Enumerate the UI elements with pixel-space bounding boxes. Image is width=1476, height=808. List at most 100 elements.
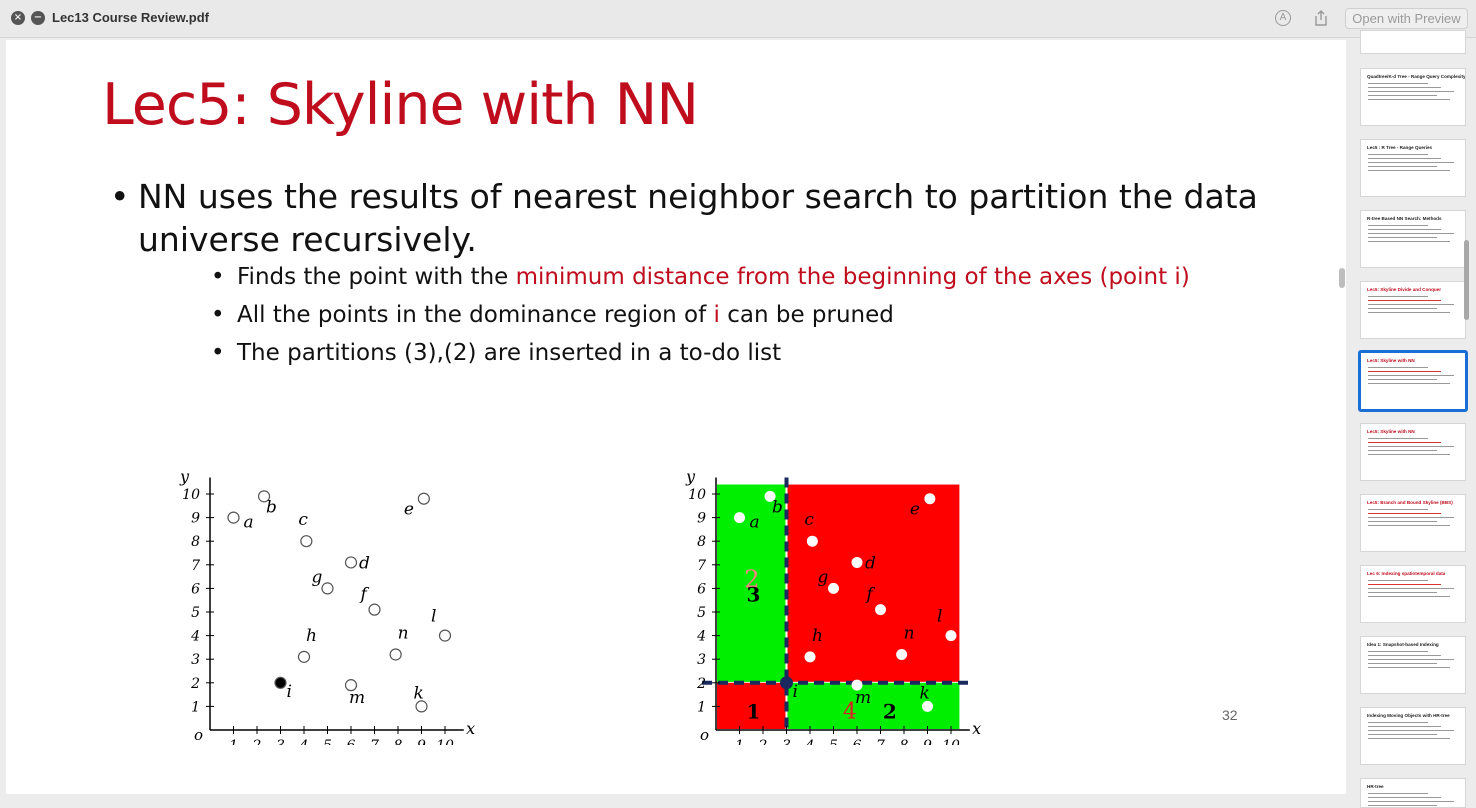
point-label-f: f (359, 585, 370, 605)
y-tick-label: 5 (191, 605, 200, 621)
y-tick-label: 1 (697, 699, 706, 715)
y-tick-label: 5 (697, 605, 706, 621)
sub-bullet-1: • Finds the point with the minimum distan… (211, 264, 1190, 290)
thumbnail-text-line (1368, 651, 1428, 652)
thumbnail-text-line (1368, 584, 1441, 585)
sidebar-scrollbar[interactable] (1464, 240, 1469, 320)
thumbnail-text-line (1368, 154, 1428, 155)
thumbnail-text-line (1368, 367, 1428, 368)
sidebar-resize-handle[interactable] (1339, 268, 1345, 288)
thumbnail-page[interactable]: Lec 6: Indexing spatiotemporal data (1360, 565, 1466, 623)
y-tick-label: 10 (688, 487, 706, 503)
thumbnail-page[interactable]: Lec5: Skyline with NN (1360, 423, 1466, 481)
point-label-d: d (865, 553, 876, 573)
thumbnail-text-line (1368, 296, 1428, 297)
origin-label: o (700, 726, 709, 744)
y-tick-label: 2 (190, 676, 200, 692)
thumbnail-text-line (1368, 371, 1441, 372)
slide-page: Lec5: Skyline with NN • NN uses the resu… (6, 40, 1346, 794)
thumbnail-page[interactable]: Quadtree/K-d Tree - Range Query Complexi… (1360, 68, 1466, 126)
point-label-a: a (244, 513, 254, 533)
thumbnail-text-line (1368, 237, 1437, 238)
data-point-e (417, 492, 430, 505)
point-label-k: k (414, 683, 424, 703)
thumbnail-text-line (1368, 734, 1437, 735)
data-point-h (297, 650, 311, 663)
thumbnail-text-line (1368, 521, 1437, 522)
thumbnail-title: Lec5: Branch and Bound Skyline (BBS) (1367, 500, 1453, 505)
thumbnail-text-line (1368, 722, 1428, 723)
thumbnail-text-line (1368, 308, 1437, 309)
y-tick-label: 2 (696, 676, 706, 692)
thumbnail-partial-top[interactable] (1360, 30, 1466, 54)
close-window-button[interactable]: × (11, 11, 25, 25)
share-icon[interactable] (1313, 9, 1329, 27)
point-label-l: l (431, 607, 436, 627)
thumbnail-text-line (1368, 805, 1437, 806)
origin-label: o (194, 726, 203, 744)
x-tick-label: 8 (900, 738, 909, 745)
thumbnail-text-line (1368, 513, 1441, 514)
data-point-k (415, 700, 428, 713)
thumbnail-page[interactable]: HR-tree (1360, 778, 1466, 808)
point-label-l: l (937, 607, 942, 627)
thumbnail-text-line (1368, 801, 1454, 802)
thumbnail-text-line (1368, 99, 1450, 100)
thumbnail-title: HR-tree (1367, 784, 1384, 789)
x-tick-label: 6 (347, 738, 356, 745)
thumbnail-page[interactable]: Idea 1: Snapshot-based Indexing (1360, 636, 1466, 694)
point-label-g: g (818, 567, 829, 587)
markup-icon[interactable]: A (1275, 10, 1291, 26)
document-title: Lec13 Course Review.pdf (52, 10, 210, 25)
thumbnail-page[interactable]: Lec5 : R Tree - Range Queries (1360, 139, 1466, 197)
thumbnail-text-line (1368, 454, 1450, 455)
scatter-chart-partitioned: xyo1234567891012345678910abcdegfhnlimk12… (685, 467, 981, 745)
data-point-l (438, 629, 452, 642)
open-with-preview-button[interactable]: Open with Preview (1345, 8, 1468, 29)
y-tick-label: 8 (191, 534, 200, 550)
thumbnail-page[interactable]: Lec5: Skyline with NN (1358, 350, 1468, 412)
thumbnail-title: R-tree Based NN Search: Methods (1367, 216, 1442, 221)
x-tick-label: 5 (323, 738, 332, 745)
thumbnail-text-line (1368, 233, 1454, 234)
thumbnail-text-line (1368, 225, 1428, 226)
thumbnail-sidebar[interactable]: Quadtree/K-d Tree - Range Query Complexi… (1348, 30, 1476, 808)
thumbnail-text-line (1368, 663, 1437, 664)
bullet-dot: • (110, 177, 130, 216)
sub-bullet-3: • The partitions (3),(2) are inserted in … (211, 340, 782, 366)
x-tick-label: 5 (829, 738, 838, 745)
x-tick-label: 3 (782, 738, 791, 745)
point-label-b: b (772, 497, 783, 517)
thumbnail-text-line (1368, 158, 1441, 159)
point-label-b: b (266, 497, 277, 517)
thumbnail-page[interactable]: Lec5: Branch and Bound Skyline (BBS) (1360, 494, 1466, 552)
thumbnail-title: Lec5: Skyline Divide and Conquer (1367, 287, 1442, 292)
thumbnail-title: Lec5: Skyline with NN (1367, 358, 1415, 363)
point-label-e: e (910, 500, 920, 520)
point-label-k: k (920, 683, 930, 703)
slide-title: Lec5: Skyline with NN (102, 72, 699, 138)
minimize-window-button[interactable]: − (31, 11, 45, 25)
x-tick-label: 2 (758, 738, 768, 745)
thumbnail-text-line (1368, 659, 1454, 660)
x-tick-label: 6 (853, 738, 862, 745)
data-point-a (227, 511, 240, 524)
y-tick-label: 9 (697, 511, 706, 527)
point-label-i: i (793, 682, 798, 702)
thumbnail-page[interactable]: Indexing Moving Objects with HR-tree (1360, 707, 1466, 765)
thumbnail-page[interactable]: Lec5: Skyline Divide and Conquer (1360, 281, 1466, 339)
thumbnail-title: Quadtree/K-d Tree - Range Query Complexi… (1367, 74, 1466, 79)
x-tick-label: 7 (370, 738, 379, 745)
thumbnail-text-line (1368, 166, 1437, 167)
sub-bullet-2: • All the points in the dominance region … (211, 302, 894, 328)
thumbnail-text-line (1368, 229, 1441, 230)
thumbnail-text-line (1368, 517, 1454, 518)
point-label-d: d (359, 553, 370, 573)
thumbnail-page[interactable]: R-tree Based NN Search: Methods (1360, 210, 1466, 268)
data-point-b (764, 490, 776, 502)
thumbnail-text-line (1368, 95, 1437, 96)
y-tick-label: 8 (697, 534, 706, 550)
y-tick-label: 9 (191, 511, 200, 527)
point-label-c: c (804, 510, 814, 530)
y-tick-label: 6 (191, 581, 200, 597)
